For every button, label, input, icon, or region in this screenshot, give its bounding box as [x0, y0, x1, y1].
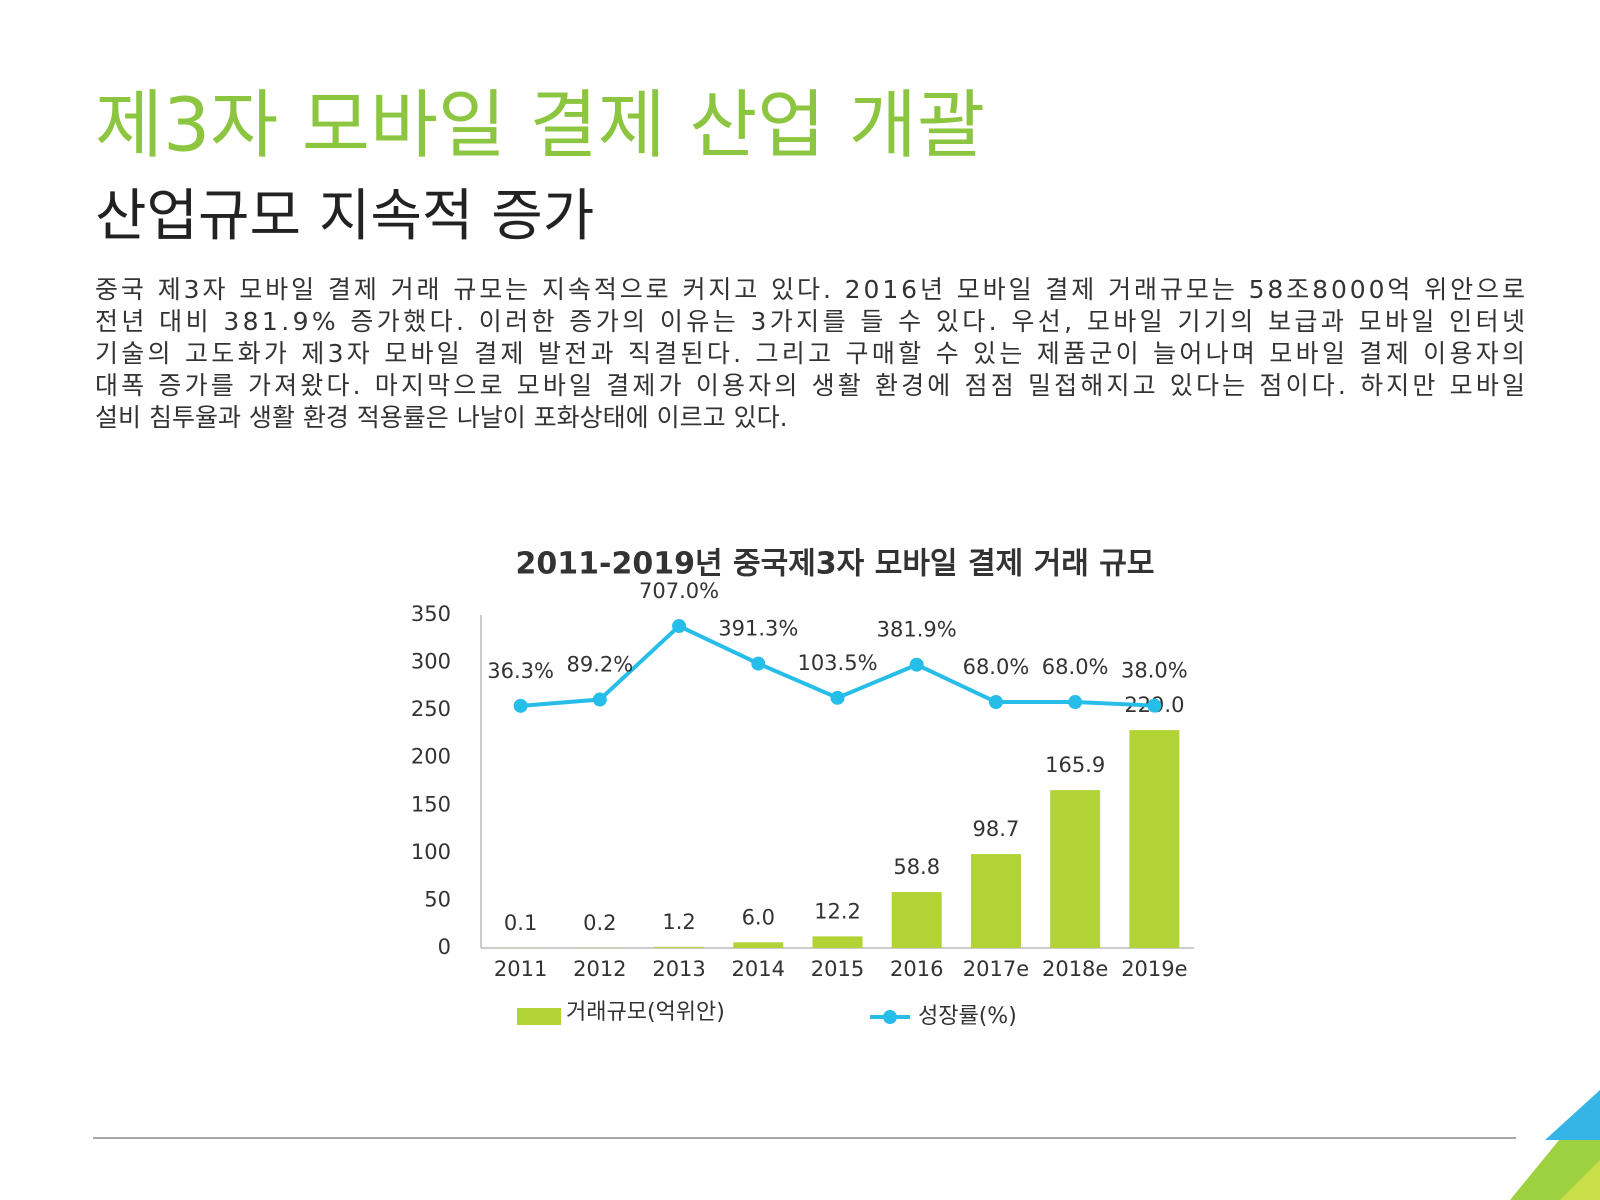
- y-tick-label: 100: [411, 840, 451, 864]
- paragraph-line: 설비 침투율과 생활 환경 적용률은 나날이 포화상태에 이르고 있다.: [95, 403, 788, 432]
- data-label: 58.8: [893, 855, 940, 879]
- legend-label: 거래규모(억위안): [566, 1000, 725, 1025]
- data-label: 391.3%: [718, 617, 798, 641]
- legend-swatch-bar: [517, 1008, 561, 1025]
- data-label: 89.2%: [566, 653, 633, 677]
- line-point: [909, 657, 924, 672]
- y-tick-label: 0: [438, 935, 451, 959]
- data-label: 98.7: [973, 817, 1020, 841]
- legend-swatch-dot: [883, 1010, 897, 1024]
- y-tick-label: 150: [411, 792, 451, 816]
- y-tick-label: 200: [411, 745, 451, 769]
- line-point: [513, 698, 528, 713]
- bar: [733, 942, 784, 948]
- x-tick-label: 2012: [573, 957, 626, 981]
- slide-subtitle: 산업규모 지속적 증가: [95, 184, 594, 249]
- y-tick-label: 300: [411, 650, 451, 674]
- x-tick-label: 2016: [890, 957, 943, 981]
- corner-decoration: [1545, 1090, 1600, 1140]
- x-tick-label: 2013: [652, 957, 705, 981]
- data-label: 1.2: [662, 910, 695, 934]
- paragraph-line: 전년 대비 381.9% 증가했다. 이러한 증가의 이유는 3가지를 들 수 …: [95, 307, 1525, 336]
- bar: [891, 892, 942, 948]
- bar: [1129, 730, 1180, 948]
- data-label: 103.5%: [797, 651, 877, 675]
- paragraph: 중국 제3자 모바일 결제 거래 규모는 지속적으로 커지고 있다. 2016년…: [95, 275, 1525, 432]
- legend-label: 성장률(%): [918, 1004, 1017, 1029]
- line-point: [751, 656, 766, 671]
- x-tick-label: 2018e: [1042, 957, 1108, 981]
- data-label: 6.0: [742, 905, 775, 929]
- y-tick-label: 350: [411, 602, 451, 626]
- bar: [812, 936, 863, 948]
- data-label: 165.9: [1045, 753, 1105, 777]
- data-label: 68.0%: [963, 655, 1030, 679]
- x-tick-label: 2014: [732, 957, 785, 981]
- line-point: [830, 690, 845, 705]
- chart-title: 2011-2019년 중국제3자 모바일 결제 거래 규모: [516, 547, 1155, 582]
- data-label: 0.1: [504, 911, 537, 935]
- data-label: 12.2: [814, 899, 861, 923]
- line-point: [672, 619, 687, 634]
- paragraph-line: 기술의 고도화가 제3자 모바일 결제 발전과 직결된다. 그리고 구매할 수 …: [95, 339, 1525, 368]
- bar: [1050, 790, 1101, 948]
- data-label: 68.0%: [1042, 655, 1109, 679]
- x-tick-label: 2017e: [963, 957, 1029, 981]
- paragraph-line: 대폭 증가를 가져왔다. 마지막으로 모바일 결제가 이용자의 생활 환경에 점…: [95, 371, 1525, 400]
- data-label: 38.0%: [1121, 659, 1188, 683]
- y-tick-label: 250: [411, 697, 451, 721]
- x-tick-label: 2011: [494, 957, 547, 981]
- line-point: [592, 692, 607, 707]
- bar: [654, 946, 705, 948]
- line-point: [1068, 695, 1083, 710]
- corner-decoration: [1560, 1160, 1600, 1200]
- data-label: 381.9%: [877, 618, 957, 642]
- line-point: [988, 695, 1003, 710]
- data-label: 36.3%: [487, 659, 554, 683]
- y-tick-label: 50: [424, 887, 451, 911]
- data-label: 0.2: [583, 911, 616, 935]
- bar: [970, 854, 1021, 948]
- slide-title: 제3자 모바일 결제 산업 개괄: [95, 83, 985, 169]
- data-label: 707.0%: [639, 579, 719, 603]
- x-tick-label: 2015: [811, 957, 864, 981]
- x-tick-label: 2019e: [1121, 957, 1187, 981]
- paragraph-line: 중국 제3자 모바일 결제 거래 규모는 지속적으로 커지고 있다. 2016년…: [95, 275, 1525, 304]
- line-point: [1147, 698, 1162, 713]
